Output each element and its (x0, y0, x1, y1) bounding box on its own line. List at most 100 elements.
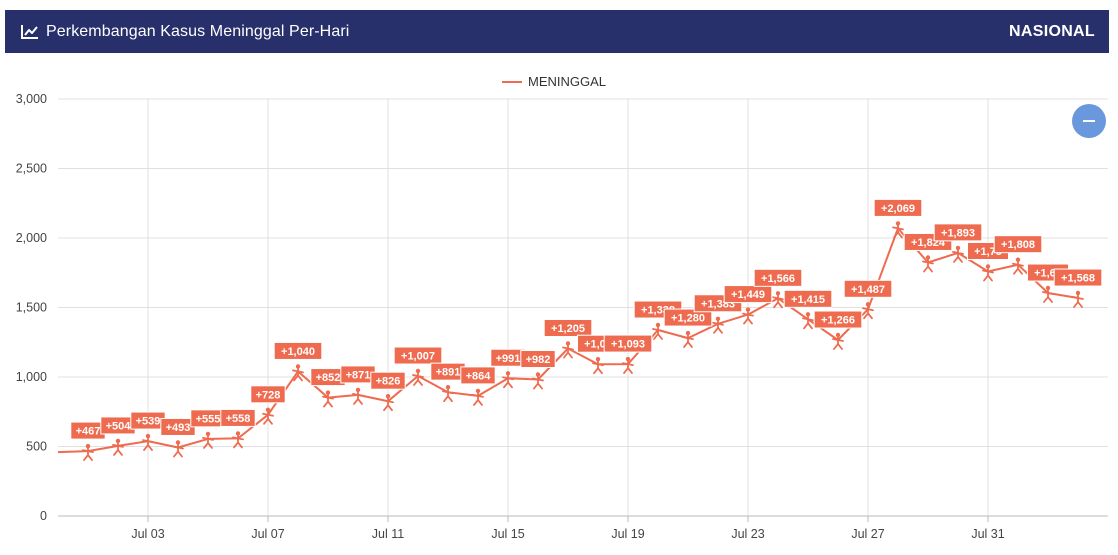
data-point[interactable] (862, 302, 874, 320)
svg-text:+871: +871 (346, 369, 371, 381)
data-point[interactable] (652, 322, 664, 340)
y-tick-label: 0 (40, 509, 47, 523)
data-label: +991 (490, 348, 526, 367)
svg-text:+555: +555 (196, 413, 221, 425)
data-point[interactable] (232, 431, 244, 449)
data-point[interactable] (172, 440, 184, 458)
chart-legend[interactable]: MENINGGAL (502, 74, 606, 89)
svg-text:+1,449: +1,449 (731, 289, 765, 301)
data-point[interactable] (532, 372, 544, 390)
data-label: +1,566 (753, 268, 803, 287)
data-label: +871 (340, 365, 376, 384)
data-point[interactable] (682, 330, 694, 349)
svg-text:+539: +539 (136, 416, 161, 428)
data-point[interactable] (592, 357, 604, 375)
data-point[interactable] (982, 264, 994, 282)
data-label: +1,266 (813, 310, 863, 329)
data-point[interactable] (352, 387, 364, 405)
x-tick-label: Jul 31 (971, 527, 1004, 541)
data-label: +2,069 (873, 198, 923, 217)
data-point[interactable] (952, 245, 964, 263)
data-point[interactable] (112, 438, 124, 456)
x-axis: Jul 03 Jul 07 Jul 11 Jul 15 Jul 19 Jul 23 Jul … (58, 515, 1108, 541)
data-label: +1,808 (993, 235, 1043, 254)
svg-text:+891: +891 (436, 367, 461, 379)
data-point[interactable] (322, 390, 334, 408)
data-point[interactable] (472, 388, 484, 406)
data-point[interactable] (442, 385, 454, 403)
y-axis: 0 500 1,000 1,500 2,000 2,500 3,000 (16, 92, 47, 523)
svg-text:+852: +852 (316, 372, 341, 384)
svg-text:+467: +467 (76, 426, 101, 438)
data-point[interactable] (772, 291, 784, 309)
data-point[interactable] (562, 341, 574, 359)
svg-text:+826: +826 (376, 376, 401, 388)
svg-text:+864: +864 (466, 370, 492, 382)
data-point[interactable] (292, 364, 304, 382)
data-point[interactable] (1042, 285, 1054, 303)
data-point[interactable] (712, 316, 724, 334)
data-label: +728 (250, 385, 286, 404)
data-point[interactable] (892, 221, 904, 239)
data-label: +1,280 (663, 308, 713, 327)
svg-text:+1,487: +1,487 (851, 284, 885, 296)
data-label: +1,415 (783, 289, 833, 308)
x-tick-label: Jul 03 (131, 527, 164, 541)
data-label: +493 (160, 417, 196, 436)
data-point[interactable] (382, 394, 394, 412)
y-tick-label: 500 (26, 440, 47, 454)
svg-text:+1,266: +1,266 (821, 315, 855, 327)
svg-text:+728: +728 (256, 389, 281, 401)
y-tick-label: 2,500 (16, 162, 47, 176)
data-point[interactable] (82, 443, 94, 462)
data-label: +1,007 (393, 346, 443, 365)
data-label: +467 (70, 421, 106, 440)
svg-text:+1,566: +1,566 (761, 273, 795, 285)
x-tick-label: Jul 11 (372, 527, 404, 541)
line-chart-icon (20, 24, 40, 40)
data-point[interactable] (802, 312, 814, 330)
data-label: +504 (100, 416, 136, 435)
svg-text:+1,007: +1,007 (401, 351, 435, 363)
zoom-out-button[interactable] (1072, 104, 1106, 138)
header-title-group: Perkembangan Kasus Meninggal Per-Hari (20, 23, 1009, 41)
data-point[interactable] (502, 371, 514, 389)
svg-text:+982: +982 (526, 354, 551, 366)
data-label: +864 (460, 366, 496, 385)
series-markers (82, 221, 1084, 462)
svg-text:+558: +558 (226, 413, 251, 425)
data-label: +982 (520, 350, 556, 369)
svg-text:+991: +991 (496, 353, 521, 365)
data-label: +852 (310, 368, 346, 387)
svg-text:+1,893: +1,893 (941, 227, 975, 239)
data-point[interactable] (142, 433, 154, 452)
svg-text:+504: +504 (106, 420, 132, 432)
data-label: +555 (190, 409, 226, 428)
chart-header: Perkembangan Kasus Meninggal Per-Hari NA… (5, 10, 1109, 53)
x-tick-label: Jul 15 (491, 527, 524, 541)
data-point[interactable] (742, 307, 754, 325)
x-tick-label: Jul 19 (611, 527, 644, 541)
y-tick-label: 2,000 (16, 231, 47, 245)
chart-grid (58, 98, 1108, 517)
data-label: +1,568 (1053, 268, 1103, 287)
data-point[interactable] (1012, 257, 1024, 275)
data-point[interactable] (1072, 290, 1084, 308)
data-point[interactable] (832, 332, 844, 350)
data-label: +1,449 (723, 285, 773, 304)
data-labels: +467 +504 +539 +493 +555 +558 +728 +1,040 +852 +8… (70, 198, 1103, 440)
x-tick-label: Jul 23 (731, 527, 764, 541)
data-label: +826 (370, 371, 406, 390)
data-point[interactable] (262, 407, 274, 425)
data-point[interactable] (412, 368, 424, 386)
y-tick-label: 3,000 (16, 92, 47, 106)
data-label: +539 (130, 411, 166, 430)
chart-title: Perkembangan Kasus Meninggal Per-Hari (46, 22, 350, 40)
x-tick-label: Jul 27 (851, 527, 884, 541)
data-point[interactable] (622, 356, 634, 375)
data-point[interactable] (922, 255, 934, 273)
svg-text:+1,568: +1,568 (1061, 273, 1095, 285)
y-tick-label: 1,500 (16, 301, 47, 315)
data-point[interactable] (202, 431, 214, 449)
